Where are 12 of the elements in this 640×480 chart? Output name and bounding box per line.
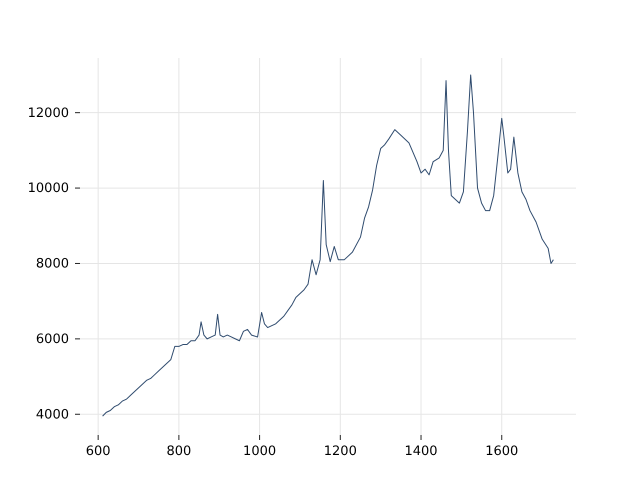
x-tick-label: 1200 [324, 444, 357, 460]
y-tick-label: 10000 [28, 181, 69, 196]
x-tick-label: 1400 [404, 444, 438, 460]
x-tick-label: 600 [86, 444, 111, 460]
y-tick-label: 8000 [36, 256, 69, 272]
x-tick-label: 1600 [485, 444, 518, 460]
y-tick-label: 12000 [28, 106, 69, 121]
y-tick-label: 6000 [36, 332, 69, 348]
x-tick-label: 1000 [243, 444, 276, 460]
x-tick-label: 800 [166, 444, 192, 460]
y-tick-label: 4000 [36, 407, 69, 422]
line-series [102, 74, 554, 417]
